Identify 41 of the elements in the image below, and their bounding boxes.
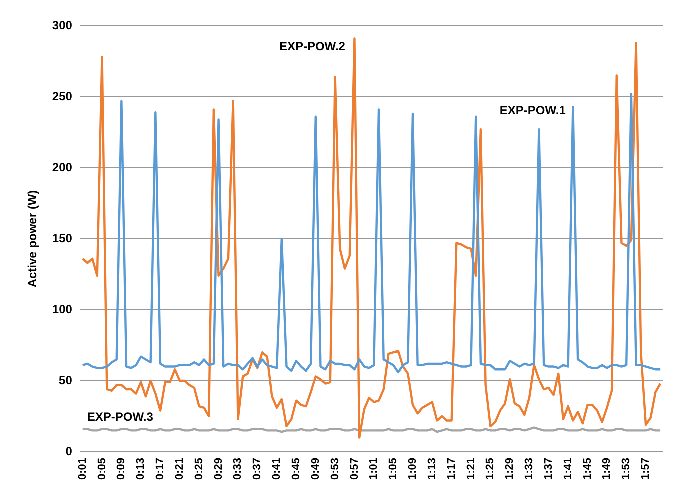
y-tick-label: 100 bbox=[52, 302, 73, 316]
y-axis-title: Active power (W) bbox=[26, 190, 40, 288]
x-tick-label: 0:53 bbox=[329, 458, 342, 480]
x-tick-label: 1:37 bbox=[542, 458, 555, 480]
x-tick-label: 1:01 bbox=[368, 458, 380, 480]
x-tick-label: 1:25 bbox=[484, 458, 497, 480]
x-tick-label: 0:09 bbox=[116, 458, 128, 480]
x-tick-label: 1:49 bbox=[601, 458, 614, 480]
x-tick-label: 1:17 bbox=[446, 458, 458, 480]
x-tick-label: 0:45 bbox=[290, 458, 302, 480]
series-label: EXP-POW.1 bbox=[500, 104, 566, 118]
x-tick-label: 1:09 bbox=[407, 458, 420, 480]
series-label: EXP-POW.3 bbox=[87, 410, 154, 424]
y-tick-label: 150 bbox=[52, 231, 73, 246]
x-tick-label: 0:01 bbox=[76, 458, 89, 480]
x-tick-label: 0:05 bbox=[96, 458, 108, 480]
x-tick-label: 0:49 bbox=[310, 458, 322, 480]
x-tick-label: 0:57 bbox=[348, 458, 361, 480]
x-tick-label: 1:21 bbox=[465, 458, 478, 480]
y-tick-label: 50 bbox=[59, 373, 73, 388]
y-tick-label: 300 bbox=[52, 18, 73, 32]
x-tick-label: 1:57 bbox=[640, 458, 652, 480]
x-tick-label: 1:29 bbox=[504, 458, 516, 480]
x-tick-label: 1:13 bbox=[426, 458, 438, 480]
x-tick-label: 0:17 bbox=[154, 458, 167, 480]
x-tick-label: 1:53 bbox=[620, 458, 633, 480]
y-tick-label: 200 bbox=[52, 160, 73, 174]
y-tick-label: 0 bbox=[66, 444, 73, 458]
y-tick-label: 250 bbox=[52, 89, 73, 104]
x-tick-label: 0:41 bbox=[271, 458, 284, 480]
x-tick-label: 1:05 bbox=[388, 458, 400, 480]
x-tick-label: 0:21 bbox=[174, 458, 186, 480]
x-tick-label: 0:37 bbox=[252, 458, 264, 480]
x-tick-label: 0:13 bbox=[135, 458, 148, 480]
x-tick-label: 1:41 bbox=[562, 458, 574, 480]
x-tick-label: 0:25 bbox=[193, 458, 206, 480]
x-tick-label: 0:29 bbox=[212, 458, 225, 480]
x-tick-label: 0:33 bbox=[232, 458, 244, 480]
x-tick-label: 1:45 bbox=[582, 458, 594, 480]
x-tick-label: 1:33 bbox=[524, 458, 536, 480]
series-label: EXP-POW.2 bbox=[279, 40, 346, 54]
